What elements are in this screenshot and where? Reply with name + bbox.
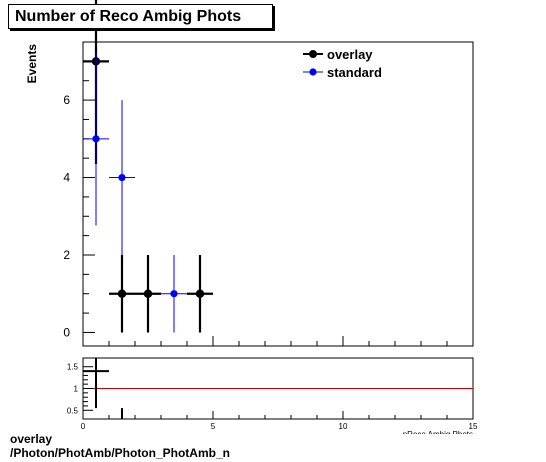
data-point-standard [118,173,126,182]
data-point-overlay [195,289,205,298]
x-tick-label: 5 [211,422,216,431]
legend-marker [309,68,317,76]
legend-label-standard: standard [327,65,382,80]
y-tick-label: 2 [63,248,70,262]
data-point-overlay [117,289,127,298]
x-tick-label: 0 [81,422,86,431]
ratio-y-tick-label: 0.5 [67,406,79,415]
footer-label: overlay [10,432,53,446]
main-plot-frame [82,41,474,347]
data-point-standard [170,290,178,298]
x-tick-label: 15 [469,422,478,431]
data-point-standard [92,135,100,143]
y-tick-label: 0 [63,325,70,339]
legend-marker [309,50,317,58]
y-tick-label: 6 [63,93,70,107]
x-tick-label: 10 [339,422,348,431]
title-box: Number of Reco Ambig Phots [8,4,273,29]
ratio-y-tick-label: 1 [74,385,79,394]
x-label-clip [380,434,480,444]
legend-label-overlay: overlay [327,47,373,62]
chart-title: Number of Reco Ambig Phots [15,8,242,25]
data-point-overlay [143,289,153,298]
ratio-y-tick-label: 1.5 [67,363,79,372]
y-tick-label: 4 [63,171,70,185]
y-axis-label: Events [25,44,39,84]
footer-path: /Photon/PhotAmb/Photon_PhotAmb_n [10,446,230,460]
